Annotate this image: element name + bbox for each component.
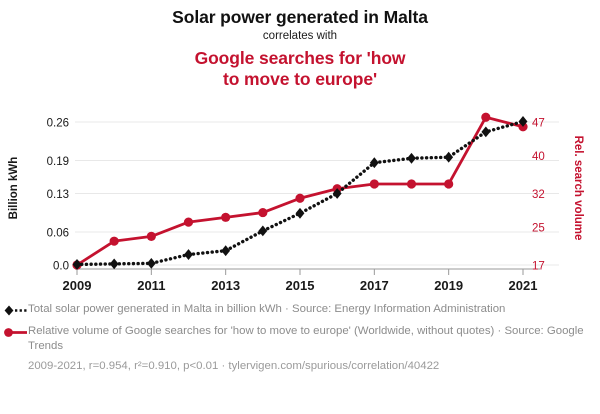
page-title: Solar power generated in Malta (172, 7, 428, 27)
left-axis-title: Billion kWh (8, 156, 20, 220)
red-circle-solid-line-icon (4, 328, 27, 337)
legend-item-solar: Total solar power generated in Malta in … (0, 302, 600, 318)
svg-text:0.13: 0.13 (47, 189, 69, 201)
svg-text:32: 32 (532, 189, 545, 201)
chart-subtitle-line2: to move to europe' (222, 68, 378, 89)
black-diamond-dotted-line-icon (4, 305, 27, 316)
chart-subtitle-line1: Google searches for 'how (194, 47, 406, 68)
svg-text:2015: 2015 (286, 278, 315, 293)
svg-text:2009: 2009 (63, 278, 92, 293)
svg-text:47: 47 (532, 118, 545, 130)
svg-text:0.26: 0.26 (47, 118, 69, 130)
svg-text:2017: 2017 (360, 278, 389, 293)
svg-text:2013: 2013 (211, 278, 240, 293)
chart-plot-area: Billion kWh Rel. search volume 0.0 0.06 0.… (0, 104, 600, 300)
chart-title-block: Solar power generated in Malta correlate… (0, 0, 600, 89)
svg-text:2021: 2021 (509, 278, 538, 293)
svg-text:0.06: 0.06 (47, 228, 69, 240)
svg-text:17: 17 (532, 261, 545, 273)
x-axis-tick-labels: 2009 2011 2013 2015 2017 2019 2021 (63, 278, 538, 293)
series-search-volume (72, 112, 528, 270)
svg-text:0.0: 0.0 (53, 261, 69, 273)
svg-text:2019: 2019 (434, 278, 463, 293)
svg-text:40: 40 (532, 151, 545, 163)
legend-label-search: Relative volume of Google searches for '… (28, 325, 584, 352)
legend-footer-stats: 2009-2021, r=0.954, r²=0.910, p<0.01 · t… (28, 360, 440, 372)
svg-text:25: 25 (532, 222, 545, 234)
right-axis-title: Rel. search volume (572, 135, 584, 241)
right-axis-tick-labels: 17 25 32 40 47 (532, 118, 545, 273)
svg-text:0.19: 0.19 (47, 156, 69, 168)
legend-label-solar: Total solar power generated in Malta in … (28, 303, 506, 315)
legend-item-search: Relative volume of Google searches for '… (0, 324, 600, 353)
x-axis-ticks (76, 269, 524, 275)
title-connector: correlates with (262, 30, 338, 43)
chart-subtitle: Google searches for 'how to move to euro… (0, 48, 600, 89)
svg-text:2011: 2011 (137, 278, 165, 293)
series-solar-power (72, 116, 528, 270)
left-axis-tick-labels: 0.0 0.06 0.13 0.19 0.26 (47, 118, 69, 273)
chart-legend: Total solar power generated in Malta in … (0, 302, 600, 374)
